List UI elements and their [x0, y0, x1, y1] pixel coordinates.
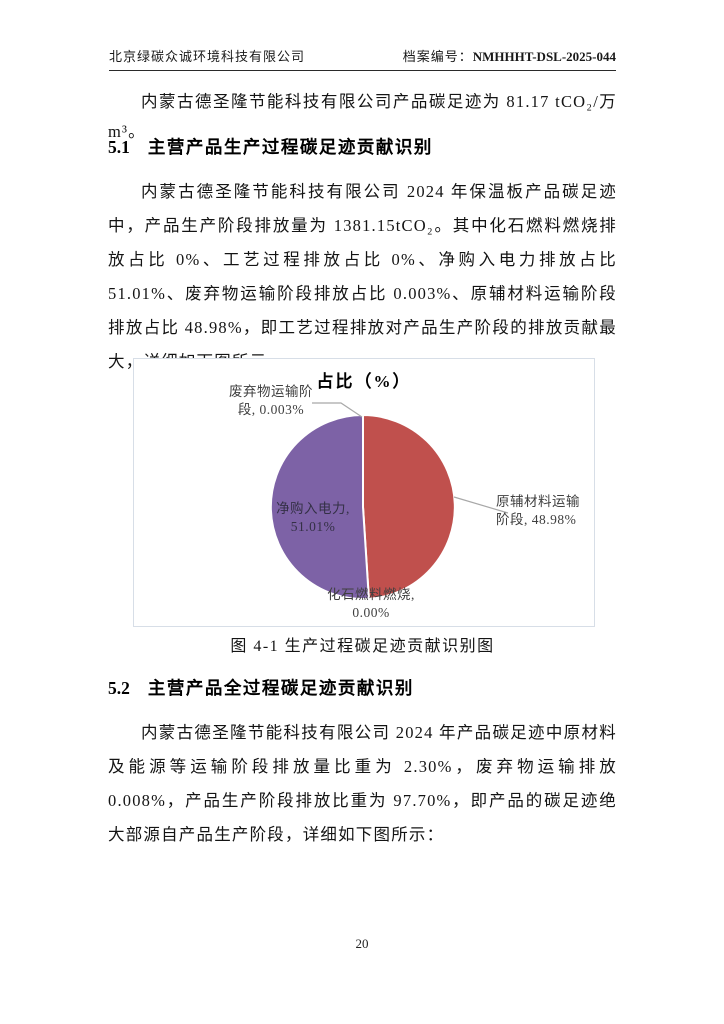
leader-line-raw-material [453, 496, 509, 514]
header-company-name: 北京绿碳众诚环境科技有限公司 [109, 49, 306, 64]
page-number: 20 [355, 936, 369, 951]
pie-chart-canvas [269, 402, 509, 600]
section-5-2-paragraph: 内蒙古德圣隆节能科技有限公司 2024 年产品碳足迹中原材料及能源等运输阶段排放… [108, 723, 617, 844]
pie-label-raw-material-line2: 阶段, 48.98% [496, 512, 577, 527]
archive-number-value: NMHHHT-DSL-2025-044 [472, 49, 616, 64]
section-5-1-paragraph: 内蒙古德圣隆节能科技有限公司 2024 年保温板产品碳足迹中，产品生产阶段排放量… [108, 182, 617, 371]
figure-caption: 图 4-1 生产过程碳足迹贡献识别图 [230, 638, 495, 655]
pie-label-fossil-fuel: 化石燃料燃烧, 0.00% [306, 586, 436, 622]
section-5-1-heading: 5.1 主营产品生产过程碳足迹贡献识别 [108, 134, 617, 159]
pie-slice-raw-material-transport [362, 414, 456, 600]
pie-label-waste-line2: 段, 0.003% [237, 402, 305, 417]
pie-label-electricity-line1: 净购入电力, [276, 501, 350, 516]
pie-label-electricity-line2: 51.01% [290, 519, 336, 534]
header-divider [109, 70, 616, 71]
archive-label: 档案编号： [402, 49, 473, 64]
section-5-1-number: 5.1 [108, 137, 130, 157]
intro-paragraph: 内蒙古德圣隆节能科技有限公司产品碳足迹为 81.17 tCO₂/万 m³。 [108, 92, 617, 141]
section-5-2-number: 5.2 [108, 678, 130, 698]
pie-label-raw-material: 原辅材料运输 阶段, 48.98% [496, 493, 611, 529]
chart-title: 占比（%） [316, 372, 412, 391]
section-5-2-heading: 5.2 主营产品全过程碳足迹贡献识别 [108, 675, 617, 700]
pie-label-fossil-line1: 化石燃料燃烧, [327, 587, 415, 602]
pie-label-electricity: 净购入电力, 51.01% [258, 500, 368, 536]
pie-chart-figure: 占比（%） 废弃物运输阶 段, 0.003% 净购入电力, 51.01% 原辅材… [133, 358, 595, 627]
pie-label-waste-transport: 废弃物运输阶 段, 0.003% [196, 383, 346, 419]
section-5-1-title: 主营产品生产过程碳足迹贡献识别 [147, 137, 433, 157]
leader-line-waste-transport [312, 402, 363, 418]
pie-label-waste-line1: 废弃物运输阶 [229, 384, 313, 399]
section-5-2-title: 主营产品全过程碳足迹贡献识别 [147, 678, 414, 698]
pie-label-raw-material-line1: 原辅材料运输 [496, 494, 580, 509]
pie-label-fossil-line2: 0.00% [352, 605, 390, 620]
pie-slice-purchased-electricity [269, 413, 370, 600]
page-header: 北京绿碳众诚环境科技有限公司 档案编号：NMHHHT-DSL-2025-044 [109, 46, 616, 65]
header-archive-number: 档案编号：NMHHHT-DSL-2025-044 [403, 46, 616, 65]
